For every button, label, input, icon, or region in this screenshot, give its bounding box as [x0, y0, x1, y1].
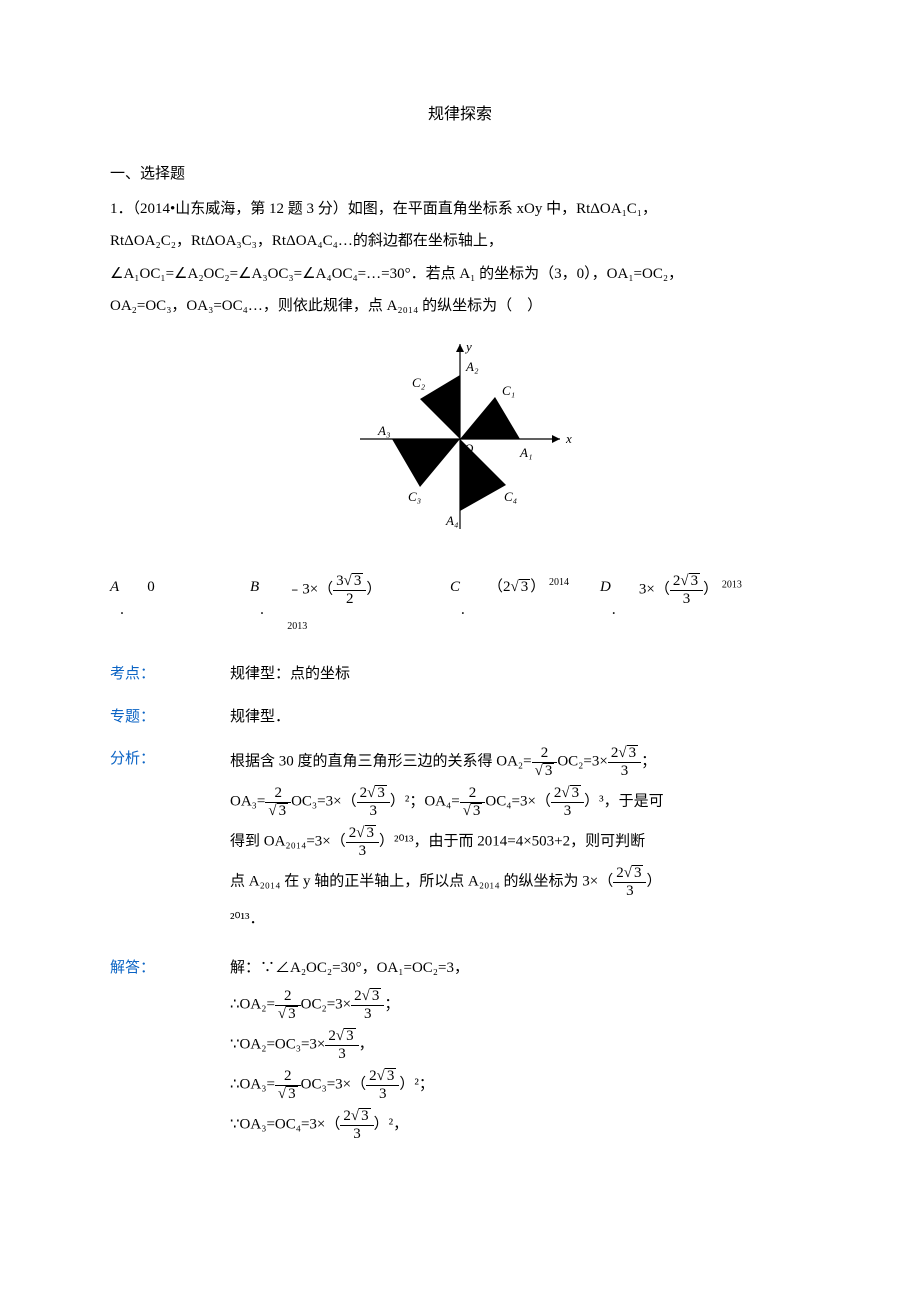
jieda-line-1: 解：∵∠A₂OC₂=30°，OA₁=OC₂=3， [230, 954, 810, 983]
dot: ． [460, 599, 472, 622]
label-y: y [464, 339, 472, 354]
option-D: D． 3×（2√33） 2013 [600, 573, 742, 607]
jieda-line-3: ∵OA₂=OC₃=3×2√33， [230, 1028, 810, 1062]
kaodian-content: 规律型：点的坐标 [230, 660, 810, 703]
fenxi-row: 分析： 根据含 30 度的直角三角形三边的关系得 OA₂=2√3OC₂=3×2√… [110, 745, 810, 954]
kaodian-label: 考点： [110, 660, 230, 703]
page: 规律探索 一、选择题 1．（2014•山东威海，第 12 题 3 分）如图，在平… [0, 0, 920, 1222]
label-C2: C₂ [412, 375, 426, 390]
jieda-row: 解答： 解：∵∠A₂OC₂=30°，OA₁=OC₂=3， ∴OA₂=2√3OC₂… [110, 954, 810, 1163]
option-B-text: ﹣3×（3√32）2013 [287, 573, 381, 636]
kaodian-row: 考点： 规律型：点的坐标 [110, 660, 810, 703]
option-A-label: A [110, 573, 119, 602]
label-C4: C₄ [504, 489, 518, 504]
option-C: C． （2√3） 2014 [450, 573, 600, 602]
label-x: x [565, 431, 572, 446]
b-exp: 2013 [287, 621, 307, 632]
frac-2-over-sqrt3: 2√3 [532, 745, 558, 779]
jieda-line-5: ∵OA₃=OC₄=3×（2√33）²， [230, 1108, 810, 1142]
problem-line-4: OA₂=OC₃，OA₃=OC₄…，则依此规律，点 A₂₀₁₄ 的纵坐标为（ ） [110, 292, 810, 321]
dot: ． [259, 599, 271, 622]
frac-3sqrt3-2: 3√32 [333, 573, 366, 607]
problem-line-1: 1．（2014•山东威海，第 12 题 3 分）如图，在平面直角坐标系 xOy … [110, 195, 810, 224]
page-title: 规律探索 [110, 100, 810, 130]
b-prefix: ﹣3×（ [287, 582, 333, 598]
option-C-label: C [450, 573, 460, 602]
label-A3: A₃ [377, 423, 390, 438]
label-C3: C₃ [408, 489, 421, 504]
frac-2sqrt3-3-b: 2√33 [608, 745, 641, 779]
jieda-line-4: ∴OA₃=2√3OC₃=3×（2√33）²； [230, 1068, 810, 1102]
dot: ． [119, 599, 131, 622]
analysis-blocks: 考点： 规律型：点的坐标 专题： 规律型． 分析： 根据含 30 度的直角三角形… [110, 660, 810, 1162]
figure: y x O A₁ A₂ A₃ A₄ C₁ C₂ C₃ C₄ [110, 329, 810, 560]
label-A4: A₄ [445, 513, 459, 528]
fenxi-label: 分析： [110, 745, 230, 954]
option-D-label: D [600, 573, 611, 602]
fenxi-line-5: ²⁰¹³． [230, 905, 810, 934]
option-B-label: B [250, 573, 259, 602]
zhuanti-content: 规律型． [230, 703, 810, 746]
section-header: 一、选择题 [110, 160, 810, 189]
option-A: A． 0 [110, 573, 250, 602]
option-B: B． ﹣3×（3√32）2013 [250, 573, 450, 636]
jieda-content: 解：∵∠A₂OC₂=30°，OA₁=OC₂=3， ∴OA₂=2√3OC₂=3×2… [230, 954, 810, 1163]
option-A-text: 0 [147, 573, 155, 602]
fenxi-line-4: 点 A₂₀₁₄ 在 y 轴的正半轴上，所以点 A₂₀₁₄ 的纵坐标为 3×（2√… [230, 865, 810, 899]
jieda-line-2: ∴OA₂=2√3OC₂=3×2√33； [230, 988, 810, 1022]
options-row: A． 0 B． ﹣3×（3√32）2013 C． （2√3） 2014 D． 3… [110, 573, 810, 636]
problem-line-3: ∠A₁OC₁=∠A₂OC₂=∠A₃OC₃=∠A₄OC₄=…=30°．若点 A₁ … [110, 260, 810, 289]
fenxi-line-1: 根据含 30 度的直角三角形三边的关系得 OA₂=2√3OC₂=3×2√33； [230, 745, 810, 779]
zhuanti-row: 专题： 规律型． [110, 703, 810, 746]
dot: ． [611, 599, 623, 622]
coordinate-figure: y x O A₁ A₂ A₃ A₄ C₁ C₂ C₃ C₄ [330, 329, 590, 549]
fenxi-line-2: OA₃=2√3OC₃=3×（2√33）²；OA₄=2√3OC₄=3×（2√33）… [230, 785, 810, 819]
jieda-label: 解答： [110, 954, 230, 1163]
label-C1: C₁ [502, 383, 515, 398]
option-C-text: （2√3） 2014 [488, 573, 569, 602]
label-A2: A₂ [465, 359, 479, 374]
fenxi-content: 根据含 30 度的直角三角形三边的关系得 OA₂=2√3OC₂=3×2√33； … [230, 745, 810, 954]
option-D-text: 3×（2√33） 2013 [639, 573, 742, 607]
zhuanti-label: 专题： [110, 703, 230, 746]
label-O: O [464, 441, 474, 456]
frac-2sqrt3-3: 2√33 [670, 573, 703, 607]
label-A1: A₁ [519, 445, 532, 460]
fenxi-line-3: 得到 OA₂₀₁₄=3×（2√33）²⁰¹³，由于而 2014=4×503+2，… [230, 825, 810, 859]
problem-line-2: RtΔOA₂C₂，RtΔOA₃C₃，RtΔOA₄C₄…的斜边都在坐标轴上， [110, 227, 810, 256]
